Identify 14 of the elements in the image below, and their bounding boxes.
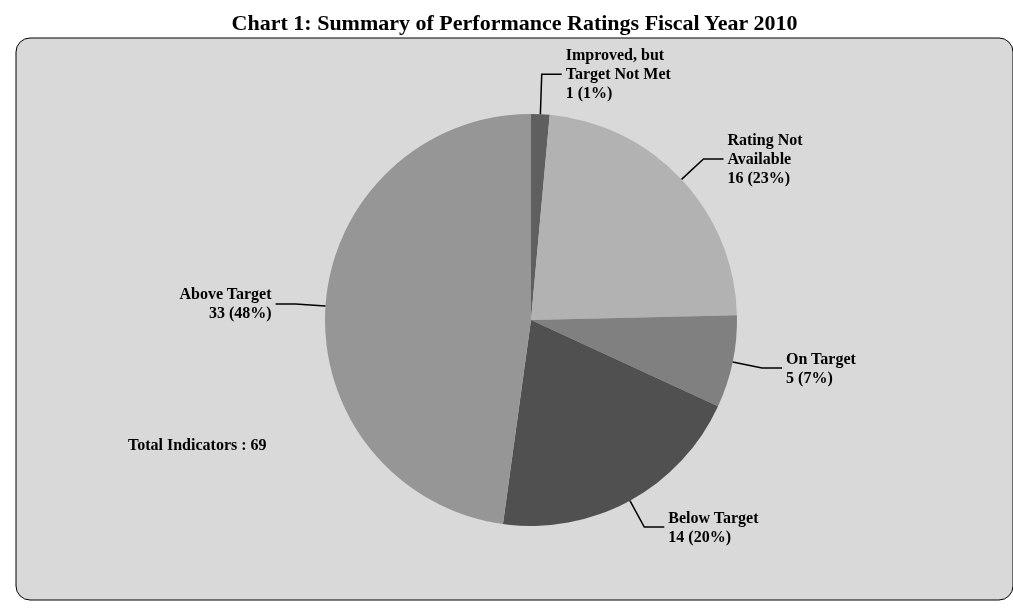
slice-label: Rating Not Available	[727, 130, 804, 167]
slice-label: On Target	[786, 349, 857, 368]
text: Total Indicators : 69	[128, 436, 267, 453]
data-label: 1 (1%)	[565, 84, 613, 103]
slice-label: Improved, but Target Not Met	[565, 46, 672, 84]
slice-label: Above Target	[179, 285, 273, 304]
slice-label: Below Target	[668, 508, 760, 527]
chart-title: Chart 1: Summary of Performance Ratings Fiscal Year 2010	[231, 10, 798, 35]
pie-slice	[325, 114, 531, 525]
data-label: 33 (48%)	[208, 304, 272, 323]
data-label: 5 (7%)	[786, 368, 833, 387]
pie-slice	[531, 315, 737, 407]
data-label: 16 (23%)	[727, 168, 791, 187]
data-label: 14 (20%)	[668, 527, 731, 546]
